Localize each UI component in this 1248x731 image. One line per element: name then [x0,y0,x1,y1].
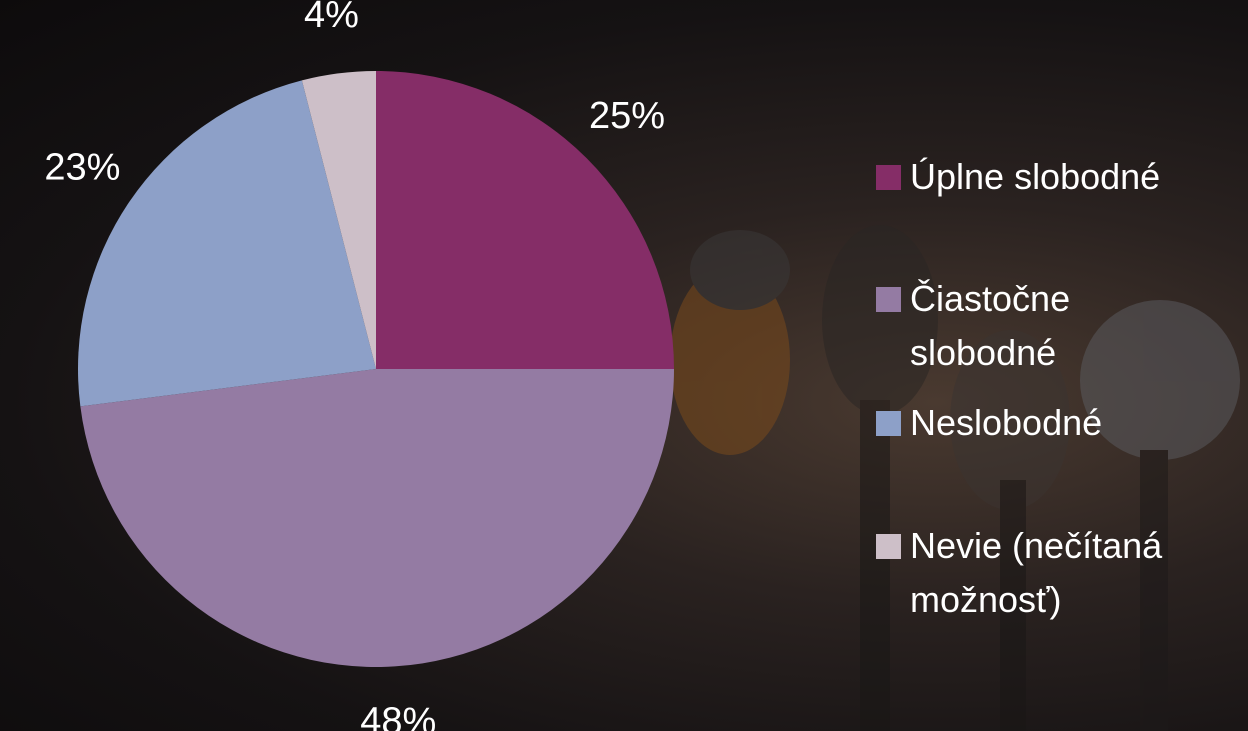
pie: 25% 48% 23% 4% [44,0,674,731]
legend-label: Úplne slobodné [910,150,1210,204]
pie-slice [80,369,674,667]
legend-label: Neslobodné [910,396,1210,450]
data-label: 23% [44,146,120,188]
data-label: 25% [589,95,665,137]
legend-swatch [876,165,901,190]
data-label: 48% [360,700,436,731]
legend-label: Čiastočne slobodné [910,272,1210,380]
legend-item: Čiastočne slobodné [876,272,1216,380]
data-label: 4% [304,0,359,36]
legend-swatch [876,534,901,559]
legend-item: Neslobodné [876,396,1216,450]
legend-label: Nevie (nečítaná možnosť) [910,519,1210,627]
legend-swatch [876,411,901,436]
legend-item: Úplne slobodné [876,150,1216,204]
legend-swatch [876,287,901,312]
legend-item: Nevie (nečítaná možnosť) [876,519,1216,627]
page: 25% 48% 23% 4% Úplne slobodné Čiastočne slob… [0,0,1248,731]
